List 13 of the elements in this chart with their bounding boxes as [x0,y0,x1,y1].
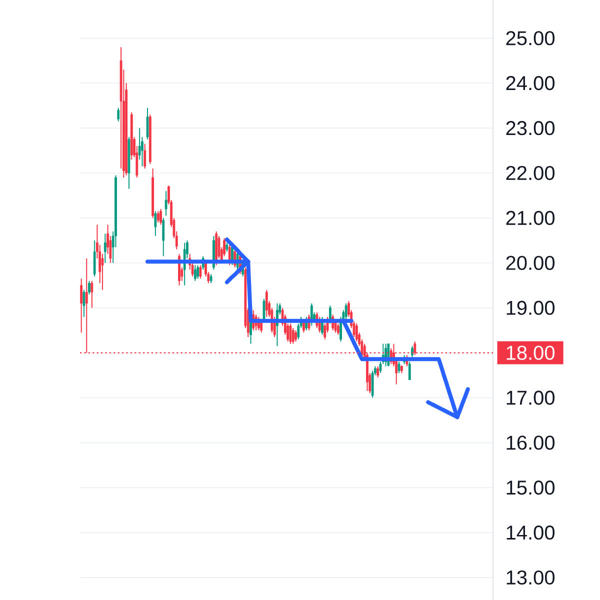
y-tick-label: 17.00 [506,390,555,405]
y-tick-label: 21.00 [506,210,555,226]
y-tick-label: 14.00 [506,526,555,540]
y-tick-label: 25.00 [506,31,555,46]
ref-line-label: 18.00 [506,346,555,360]
y-tick-label: 24.00 [506,76,555,90]
y-tick-label: 23.00 [506,121,555,136]
y-tick-label: 16.00 [506,436,555,450]
y-tick-label: 20.00 [506,256,555,270]
y-tick-label: 13.00 [506,570,555,585]
y-tick-label: 22.00 [506,166,555,180]
y-tick-label: 15.00 [506,480,555,495]
y-tick-label: 19.00 [506,300,555,315]
